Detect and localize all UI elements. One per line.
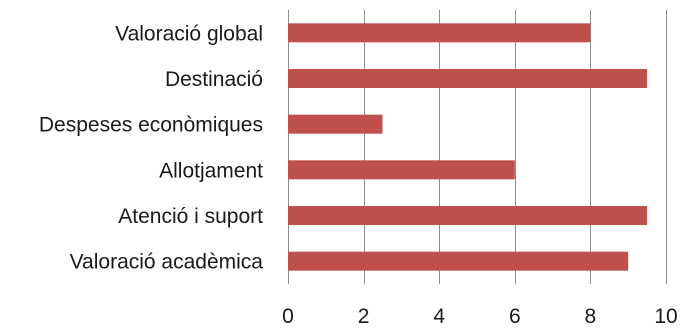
x-tick-label: 2 <box>358 305 370 328</box>
category-label: Valoració acadèmica <box>70 251 264 274</box>
bar <box>288 114 383 134</box>
x-tick-labels: 0 2 4 6 8 10 <box>282 305 678 328</box>
category-label: Valoració global <box>115 22 263 45</box>
x-tick-label: 8 <box>585 305 597 328</box>
bar <box>288 69 648 88</box>
category-label: Allotjament <box>159 159 263 182</box>
x-tick-label: 6 <box>509 305 521 328</box>
bar <box>288 23 591 43</box>
bar <box>288 160 515 180</box>
category-labels: Valoració global Destinació Despeses econò… <box>39 22 263 273</box>
grid-layer <box>288 10 667 284</box>
bar <box>288 206 648 225</box>
x-tick-label: 10 <box>654 305 677 328</box>
x-tick-label: 4 <box>433 305 445 328</box>
category-label: Atenció i suport <box>118 205 263 228</box>
category-label: Destinació <box>165 68 263 91</box>
x-tick-label: 0 <box>282 305 294 328</box>
bar <box>288 251 629 271</box>
bars <box>288 23 648 271</box>
category-label: Despeses econòmiques <box>39 114 263 137</box>
